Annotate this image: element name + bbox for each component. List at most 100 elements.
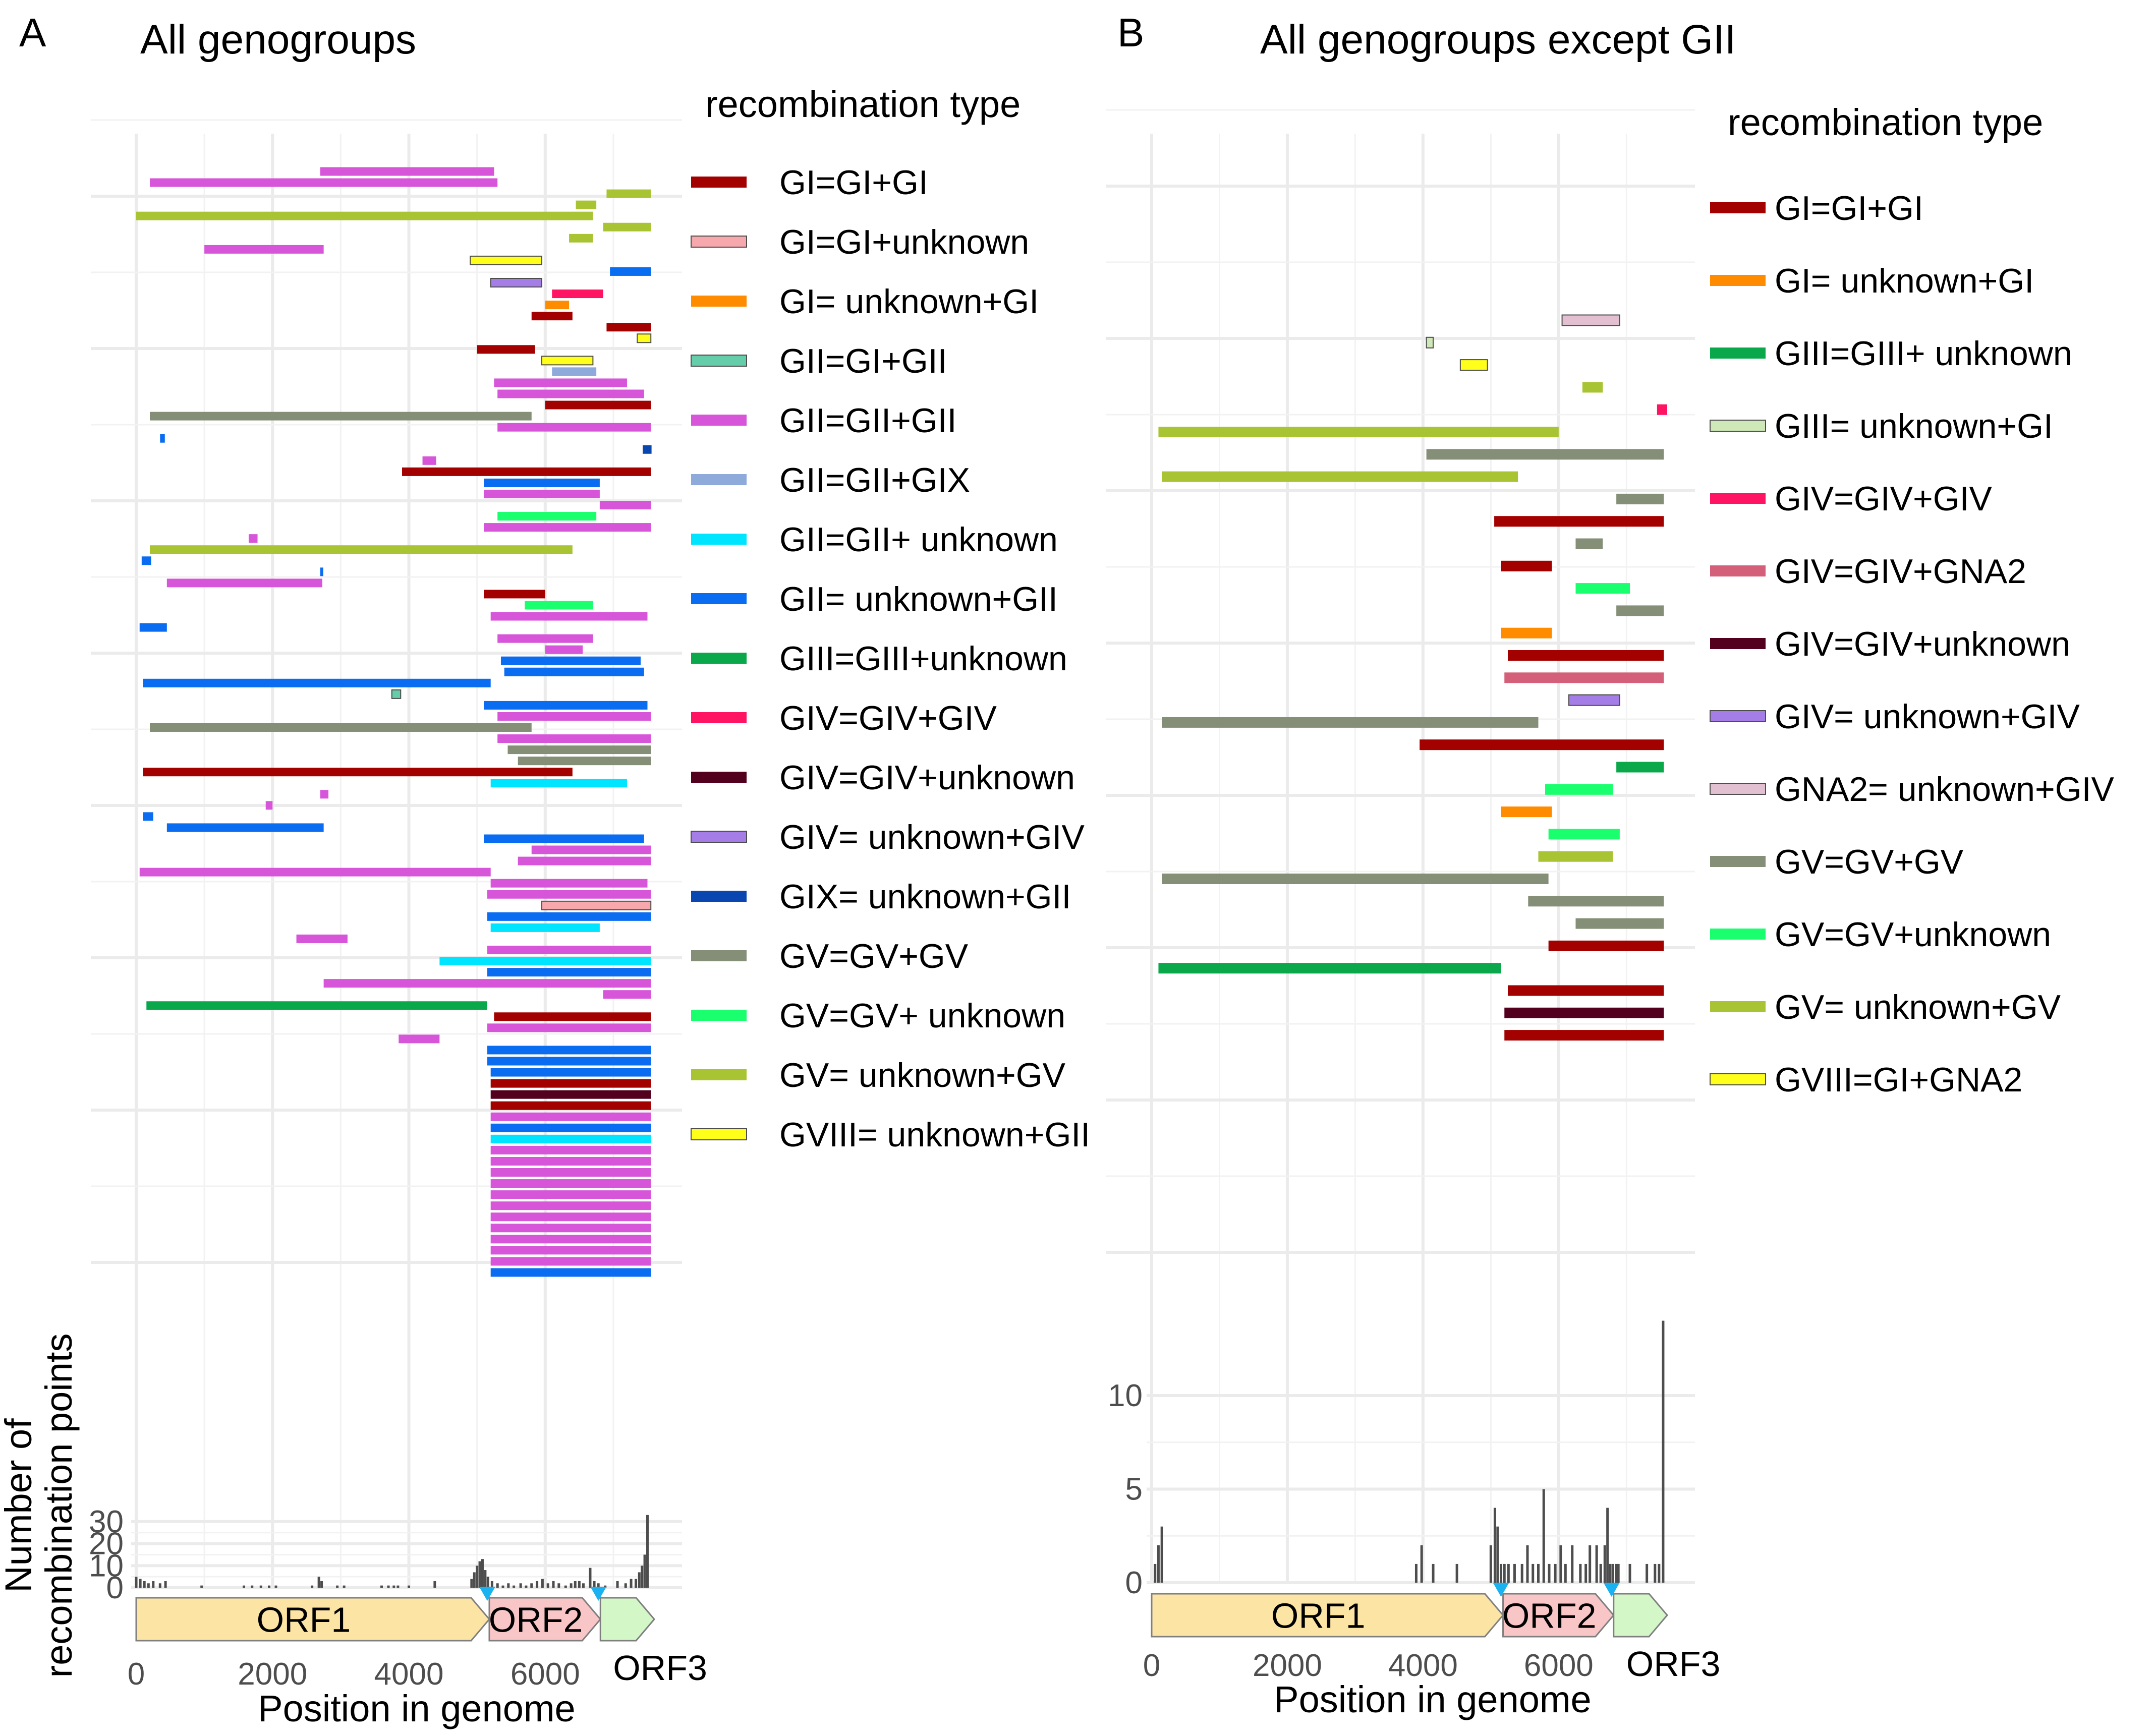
- panel-a-recombination-segment: [490, 1257, 651, 1266]
- panel-a-legend-label: GII=GII+GIX: [779, 461, 970, 499]
- panel-a-recombination-segment: [490, 1179, 651, 1188]
- panel-a-legend-label: GII= unknown+GII: [779, 580, 1058, 618]
- panel-a-count-bar: [476, 1566, 479, 1588]
- panel-a-count-bar: [147, 1583, 150, 1588]
- panel-a-legend-key: [691, 712, 747, 723]
- panel-a-count-tick-label: 30: [89, 1504, 124, 1539]
- panel-b-count-bar: [1157, 1545, 1160, 1583]
- panel-b-legend-label: GI=GI+GI: [1775, 189, 1923, 227]
- panel-a-recombination-segment: [320, 167, 494, 176]
- panel-b-legend-key: [1710, 1001, 1766, 1012]
- panel-b-legend-key: [1710, 710, 1766, 722]
- panel-a-recombination-segment: [518, 856, 651, 865]
- panel-a-legend-title: recombination type: [705, 83, 1021, 125]
- panel-a-orf-label: ORF2: [489, 1600, 583, 1640]
- panel-b-count-bar: [1564, 1564, 1567, 1583]
- panel-b-count-bar: [1554, 1564, 1557, 1583]
- panel-a-count-bar: [259, 1585, 262, 1588]
- panel-b-x-tick-label: 0: [1143, 1648, 1160, 1683]
- panel-b-count-bar: [1615, 1564, 1618, 1583]
- panel-b-count-bar: [1503, 1564, 1506, 1583]
- panel-a-recombination-segment: [490, 879, 648, 888]
- panel-b-legend-key: [1710, 493, 1766, 504]
- panel-a-legend-key: [691, 415, 747, 426]
- panel-a-count-bar: [433, 1581, 436, 1588]
- panel-b-count-bar: [1160, 1526, 1163, 1583]
- panel-b-recombination-segment: [1426, 449, 1664, 460]
- panel-a-legend-key: [691, 891, 747, 902]
- panel-b-count-bar: [1432, 1564, 1435, 1583]
- panel-a-recombination-segment: [139, 623, 167, 632]
- panel-a-count-bar: [135, 1577, 138, 1588]
- panel-b-count-bar: [1513, 1564, 1516, 1583]
- panel-a-recombination-segment: [603, 222, 651, 232]
- panel-b-legend-label: GIII=GIII+ unknown: [1775, 334, 2072, 373]
- panel-a-count-bar: [311, 1585, 314, 1588]
- panel-a-recombination-segment: [606, 189, 651, 198]
- panel-a-recombination-segment: [484, 834, 644, 843]
- panel-a-count-bar: [541, 1579, 544, 1588]
- panel-b-recombination-segment: [1459, 359, 1488, 371]
- panel-a-count-bar: [139, 1579, 142, 1588]
- panel-a-count-bar: [604, 1585, 607, 1588]
- panel-a-x-tick-label: 0: [128, 1657, 145, 1692]
- panel-a-recombination-segment: [504, 667, 644, 676]
- panel-a-count-bar: [158, 1583, 161, 1588]
- panel-b-legend-key: [1710, 202, 1766, 213]
- panel-a-recombination-segment: [143, 812, 153, 821]
- panel-a-legend-label: GI=GI+unknown: [779, 223, 1029, 261]
- panel-a-recombination-segment: [497, 634, 593, 643]
- panel-a-count-bar: [643, 1554, 646, 1588]
- panel-b-orf-arrow: [1613, 1593, 1668, 1638]
- panel-b-recombination-segment: [1575, 583, 1630, 594]
- panel-a-recombination-segment: [490, 779, 627, 788]
- panel-b-legend-label: GIII= unknown+GI: [1775, 407, 2053, 445]
- panel-a-title: All genogroups: [140, 17, 416, 63]
- panel-a-count-bar: [564, 1585, 567, 1588]
- panel-a-recombination-segment: [599, 501, 651, 509]
- panel-a-recombination-segment: [490, 1168, 651, 1177]
- panel-a-count-bar: [513, 1585, 516, 1588]
- panel-a-legend: recombination type GI=GI+GI GI=GI+unknown…: [691, 83, 1090, 1154]
- panel-b-count-tick-label: 0: [1125, 1566, 1143, 1600]
- panel-a-recombination-segment: [490, 1079, 651, 1088]
- panel-a-legend-key: [691, 1010, 747, 1021]
- panel-b-count-bar: [1542, 1489, 1545, 1583]
- panel-a-recombination-segment: [500, 656, 641, 665]
- panel-b-count-bar: [1646, 1564, 1649, 1583]
- panel-a-recombination-segment: [320, 567, 323, 576]
- panel-b-recombination-segment: [1158, 427, 1559, 437]
- panel-a-recombination-segment: [402, 467, 651, 476]
- panel-b-legend-key: [1710, 638, 1766, 649]
- panel-a-count-bar: [557, 1583, 560, 1588]
- panel-a-recombination-segment: [487, 1023, 651, 1032]
- panel-a-count-bar: [641, 1566, 644, 1588]
- panel-a-legend-key: [691, 1069, 747, 1080]
- panel-a-count-bar: [552, 1581, 555, 1588]
- panel-a-count-bar: [243, 1585, 246, 1588]
- panel-a-orf-track: ORF1 ORF2 ORF3: [135, 1587, 707, 1688]
- panel-b-orf-arrow: [1502, 1593, 1615, 1638]
- panel-b-count-bar: [1571, 1545, 1574, 1583]
- panel-a-recombination-segment: [490, 1134, 651, 1143]
- panel-a-count-bar: [317, 1577, 320, 1588]
- panel-a-count-bar: [268, 1585, 271, 1588]
- panel-a-recombination-segment: [497, 423, 651, 432]
- panel-b-recombination-segment: [1501, 560, 1552, 571]
- panel-b-count-bar: [1537, 1564, 1540, 1583]
- panel-b-legend-label: GIV=GIV+unknown: [1775, 625, 2070, 663]
- panel-a-recombination-segment: [484, 523, 651, 532]
- panel-a-x-tick-label: 6000: [511, 1657, 580, 1692]
- panel-a-letter: A: [19, 10, 46, 55]
- panel-b-count-bar: [1496, 1526, 1499, 1583]
- panel-a-count-bar: [593, 1581, 596, 1588]
- panel-a-count-bar: [396, 1585, 400, 1588]
- panel-b-legend-label: GV=GV+GV: [1775, 843, 1964, 881]
- panel-a-orf-arrow: [488, 1597, 602, 1642]
- panel-b-count-bar: [1603, 1545, 1606, 1583]
- panel-a-recombination-segment: [545, 400, 651, 410]
- panel-a-count-bar: [589, 1568, 592, 1588]
- panel-b-count-bar: [1500, 1564, 1503, 1583]
- panel-b-count-bar: [1154, 1564, 1157, 1583]
- panel-a-recombination-segment: [487, 890, 651, 899]
